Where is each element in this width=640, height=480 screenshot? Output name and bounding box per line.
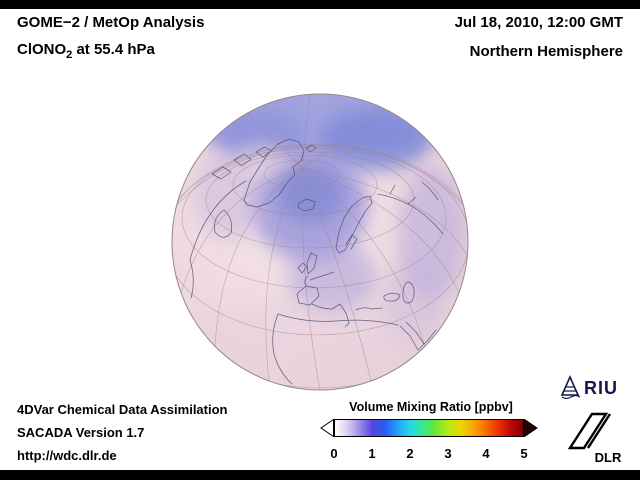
species-level-label: ClONO2 at 55.4 hPa: [17, 41, 155, 61]
bottom-black-bar: [0, 470, 640, 480]
tick-label: 5: [520, 446, 528, 461]
colorbar-underflow-arrow-icon: [320, 419, 334, 437]
vmr-field: [180, 94, 466, 366]
pressure-level: at 55.4 hPa: [72, 41, 155, 58]
species-subscript: 2: [66, 49, 73, 61]
colorbar-tick-labels: 0 1 2 3 4 5: [330, 446, 528, 462]
analysis-title: GOME−2 / MetOp Analysis: [17, 14, 205, 31]
tick-label: 3: [444, 446, 452, 461]
wdc-url: http://wdc.dlr.de: [17, 448, 117, 463]
coastlines: [189, 138, 444, 385]
top-black-bar: [0, 0, 640, 9]
tick-label: 1: [368, 446, 376, 461]
svg-text:RIU: RIU: [584, 378, 618, 398]
datetime-label: Jul 18, 2010, 12:00 GMT: [454, 14, 623, 31]
dlr-logo-icon: DLR: [567, 412, 622, 465]
colorbar-title: Volume Mixing Ratio [ppbv]: [349, 400, 513, 414]
globe-rim: [171, 93, 469, 391]
tick-label: 2: [406, 446, 414, 461]
tick-label: 0: [330, 446, 338, 461]
svg-text:DLR: DLR: [595, 450, 622, 465]
riu-logo-icon: RIU: [560, 375, 618, 400]
globe-svg: [171, 93, 469, 391]
assimilation-label: 4DVar Chemical Data Assimilation: [17, 402, 228, 417]
colorbar-overflow-arrow-icon: [524, 419, 538, 437]
species-name: ClONO: [17, 41, 67, 58]
hemisphere-label: Northern Hemisphere: [469, 43, 623, 60]
globe-map: [160, 82, 480, 402]
graticule: [172, 94, 468, 390]
colorbar-gradient: [334, 419, 524, 437]
tick-label: 4: [482, 446, 490, 461]
version-label: SACADA Version 1.7: [17, 425, 145, 440]
